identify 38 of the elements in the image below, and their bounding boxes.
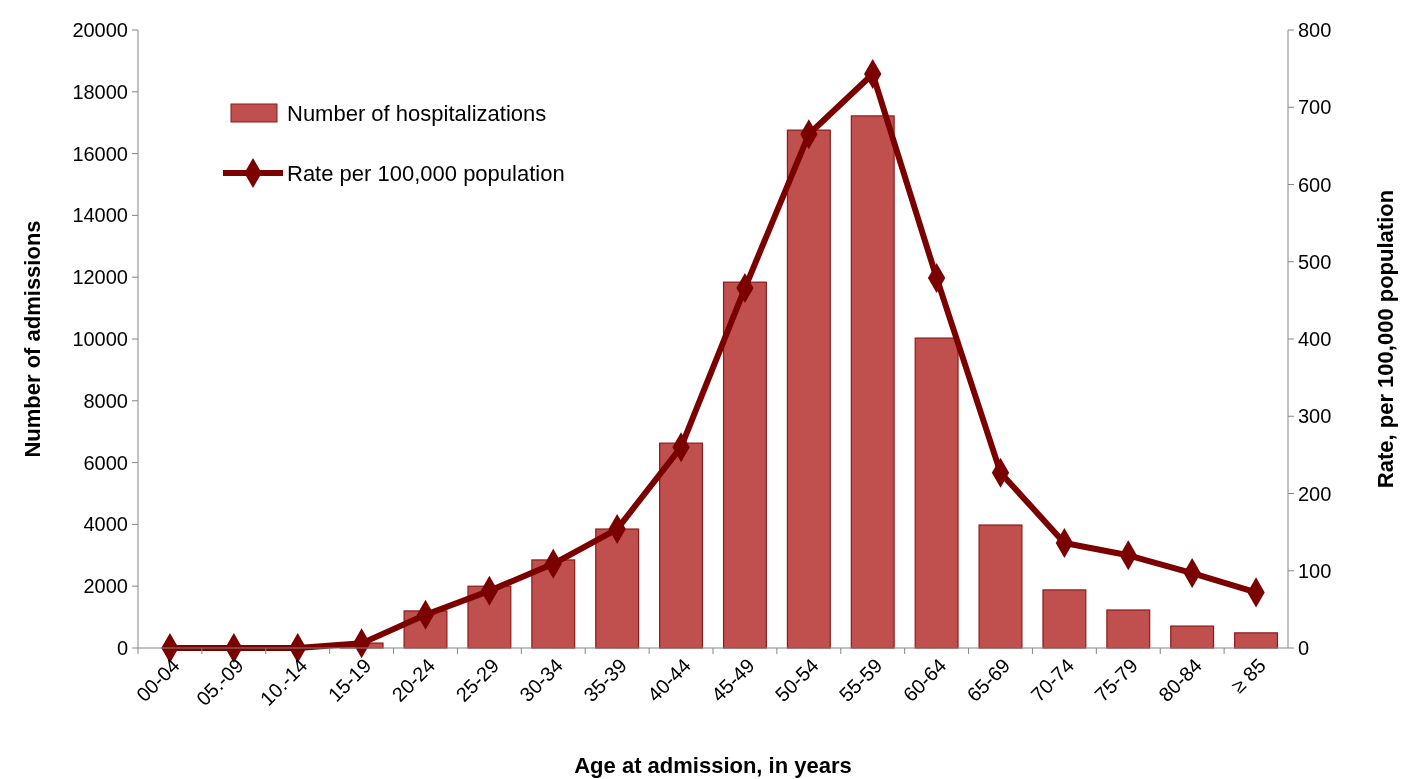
y-tick-label: 18000 xyxy=(72,80,128,103)
y-tick-label: 0 xyxy=(116,637,128,659)
y-tick-label: 4000 xyxy=(83,513,128,536)
y2-axis-title: Rate, per 100,000 population xyxy=(1373,189,1398,489)
y2-tick-label: 600 xyxy=(1298,173,1332,196)
bar xyxy=(850,115,895,649)
y2-tick-label: 300 xyxy=(1298,405,1332,428)
y2-tick-label: 400 xyxy=(1298,328,1332,350)
y-tick-label: 14000 xyxy=(72,204,128,227)
legend-label: Rate per 100,000 population xyxy=(287,160,565,186)
bar xyxy=(1106,609,1151,649)
bar xyxy=(1042,589,1087,649)
y-tick-label: 16000 xyxy=(72,142,128,165)
bar xyxy=(531,559,576,649)
y-tick-label: 12000 xyxy=(72,266,128,289)
y-axis-title: Number of admissions xyxy=(20,220,45,458)
y-tick-label: 20000 xyxy=(72,19,128,41)
y-tick-label: 2000 xyxy=(83,575,128,598)
x-axis-title: Age at admission, in years xyxy=(574,753,852,778)
y2-tick-label: 0 xyxy=(1298,637,1310,659)
y2-tick-label: 500 xyxy=(1298,250,1332,273)
y-tick-label: 6000 xyxy=(83,451,128,474)
y-tick-label: 10000 xyxy=(72,328,128,350)
bar xyxy=(1170,625,1215,649)
bar xyxy=(786,129,831,649)
y2-tick-label: 100 xyxy=(1298,559,1332,582)
bar xyxy=(978,524,1023,649)
y2-tick-label: 800 xyxy=(1298,19,1332,41)
legend-label: Number of hospitalizations xyxy=(287,100,547,126)
y-tick-label: 8000 xyxy=(83,389,128,412)
bar xyxy=(659,442,704,649)
bar xyxy=(914,337,959,649)
y2-tick-label: 200 xyxy=(1298,482,1332,505)
bar xyxy=(1234,632,1279,649)
bar xyxy=(722,281,767,649)
x-tick-label: ≥ 85 xyxy=(1226,654,1270,698)
bar xyxy=(595,528,640,649)
y2-tick-label: 700 xyxy=(1298,96,1332,119)
